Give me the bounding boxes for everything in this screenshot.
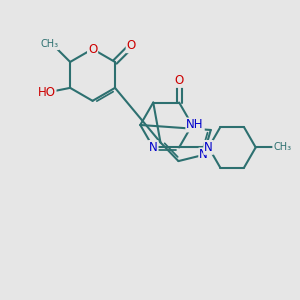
Text: HO: HO bbox=[38, 86, 56, 99]
Text: O: O bbox=[127, 39, 136, 52]
Text: N: N bbox=[149, 141, 158, 154]
Text: NH: NH bbox=[186, 118, 204, 131]
Text: O: O bbox=[175, 74, 184, 87]
Text: CH₃: CH₃ bbox=[273, 142, 291, 152]
Text: N: N bbox=[204, 141, 213, 154]
Text: CH₃: CH₃ bbox=[40, 39, 58, 49]
Text: O: O bbox=[88, 43, 97, 56]
Text: N: N bbox=[199, 148, 208, 161]
